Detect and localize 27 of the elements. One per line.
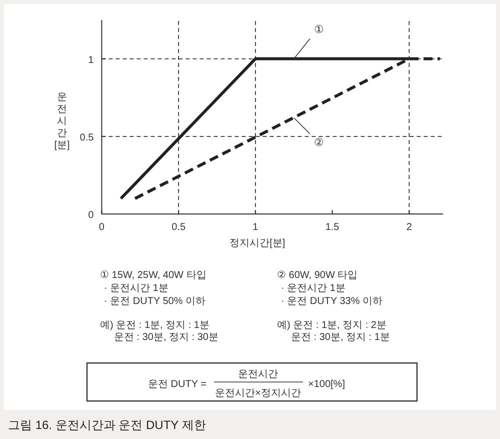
text: 운전 DUTY =: [148, 379, 207, 390]
y-tick-label: 1: [88, 54, 94, 66]
x-tick-label: 0: [98, 222, 105, 233]
x-tick-label: 1: [252, 222, 259, 233]
text: ×100[%]: [308, 379, 346, 390]
text: 운전 : 30분, 정지 : 1분: [291, 332, 390, 343]
x-tick-label: 2: [406, 222, 412, 233]
text: · 운전 DUTY 50% 이하: [104, 296, 206, 307]
text: 예) 운전 : 1분, 정지 : 2분: [277, 320, 386, 331]
y-tick-label: 0: [88, 210, 94, 221]
text: 예) 운전 : 1분, 정지 : 1분: [100, 320, 210, 331]
text: 운전 : 30분, 정지 : 30분: [114, 332, 218, 343]
x-tick-label: 0.5: [172, 222, 186, 233]
x-axis-title: 정지시간[분]: [230, 238, 286, 249]
annotation: ②: [314, 136, 324, 149]
y-tick-label: 0.5: [80, 132, 94, 144]
caption: 그림 16. 운전시간과 운전 DUTY 제한: [8, 418, 206, 432]
text: · 운전시간 1분: [104, 283, 168, 294]
annotation: ①: [314, 24, 324, 36]
text: · 운전시간 1분: [281, 283, 346, 294]
y-axis-title: 운전시간[분]: [54, 92, 70, 151]
x-tick-label: 1.5: [325, 222, 340, 233]
text: ② 60W, 90W 타입: [277, 270, 358, 281]
text: 운전시간×정지시간: [215, 388, 301, 399]
text: ① 15W, 25W, 40W 타입: [100, 270, 206, 281]
text: · 운전 DUTY 33% 이하: [281, 296, 382, 307]
text: 운전시간: [238, 369, 278, 380]
